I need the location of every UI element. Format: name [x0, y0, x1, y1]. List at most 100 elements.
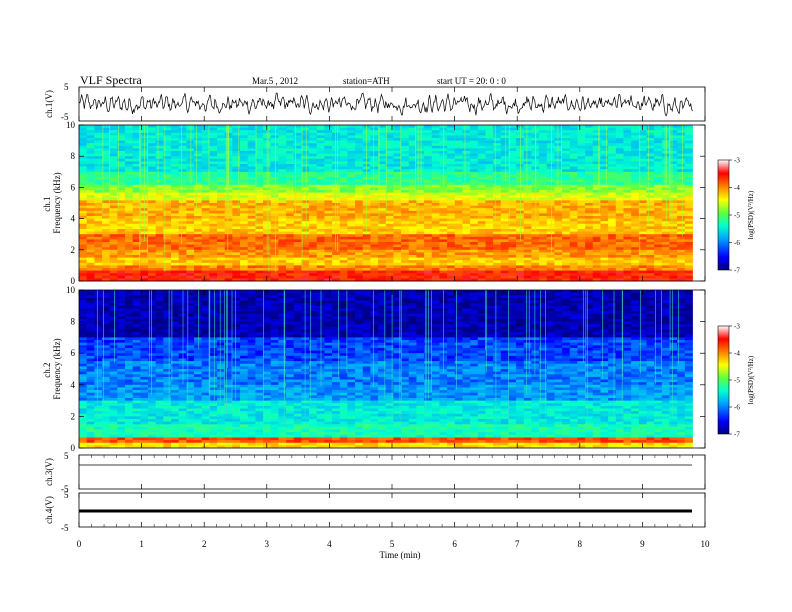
spectrogram-cell — [201, 218, 210, 222]
spectrogram-cell — [439, 223, 448, 227]
spectrogram-cell — [125, 205, 134, 209]
spectrogram-cell — [201, 182, 210, 186]
spectrogram-cell — [148, 171, 157, 175]
spectrogram-cell — [577, 236, 586, 240]
spectrogram-cell — [654, 260, 663, 264]
spectrogram-cell — [117, 208, 126, 212]
spectrogram-cell — [554, 239, 563, 243]
spectrogram-cell — [309, 234, 318, 238]
spectrogram-cell — [615, 218, 624, 222]
spectrogram-cell — [523, 265, 532, 269]
spectrogram-cell — [546, 174, 555, 178]
spectrogram-cell — [293, 200, 302, 204]
spectrogram-cell — [201, 153, 210, 157]
spectrogram-cell — [209, 252, 218, 256]
spectrogram-cell — [454, 195, 463, 199]
spectrogram-cell — [309, 203, 318, 206]
spectrogram-cell — [347, 169, 356, 173]
spectrogram-cell — [554, 252, 563, 256]
spectrogram-cell — [546, 226, 555, 230]
spectrogram-cell — [132, 182, 141, 186]
spectrogram-cell — [416, 127, 425, 131]
spectrogram-cell — [631, 143, 640, 147]
spectrogram-cell — [209, 290, 218, 294]
spectrogram-cell — [163, 130, 172, 134]
spectrogram-cell — [224, 249, 233, 253]
spectrogram-cell — [163, 270, 172, 274]
spectrogram-cell — [424, 244, 433, 248]
spectrogram-cell — [102, 187, 111, 191]
spectrogram-cell — [516, 190, 525, 193]
spectrogram-cell — [600, 216, 609, 219]
spectrogram-cell — [232, 135, 241, 139]
spectrogram-cell — [102, 278, 111, 282]
spectrogram-cell — [362, 273, 371, 277]
spectrogram-cell — [132, 257, 141, 261]
spectrogram-cell — [523, 169, 532, 173]
spectrogram-cell — [393, 205, 402, 209]
spectrogram-cell — [178, 127, 187, 131]
spectrogram-cell — [385, 182, 394, 186]
spectrogram-cell — [117, 278, 126, 282]
spectrogram-cell — [447, 221, 456, 225]
spectrogram-cell — [592, 239, 601, 243]
spectrogram-cell — [194, 200, 203, 204]
spectrogram-cell — [224, 244, 233, 248]
spectrogram-cell — [523, 164, 532, 167]
spectrogram-cell — [232, 234, 241, 238]
spectrogram-cell — [370, 239, 379, 243]
spectrogram-cell — [240, 148, 249, 152]
spectrogram-cell — [523, 223, 532, 227]
spectrogram-cell — [109, 127, 118, 131]
spectrogram-cell — [577, 143, 586, 147]
spectrogram-cell — [278, 229, 287, 232]
spectrogram-cell — [577, 218, 586, 222]
spectrogram-cell — [516, 132, 525, 136]
spectrogram-cell — [140, 268, 149, 271]
spectrogram-cell — [378, 192, 387, 196]
spectrogram-cell — [669, 221, 678, 225]
spectrogram-cell — [631, 197, 640, 201]
spectrogram-cell — [347, 197, 356, 201]
spectrogram-cell — [125, 218, 134, 222]
spectrogram-cell — [393, 244, 402, 248]
spectrogram-cell — [370, 223, 379, 227]
spectrogram-cell — [270, 273, 279, 277]
spectrogram-cell — [270, 190, 279, 193]
spectrogram-cell — [155, 135, 164, 139]
spectrogram-cell — [577, 247, 586, 251]
spectrogram-cell — [477, 200, 486, 204]
spectrogram-cell — [117, 226, 126, 230]
spectrogram-cell — [631, 218, 640, 222]
spectrogram-cell — [431, 229, 440, 232]
spectrogram-cell — [194, 273, 203, 277]
spectrogram-cell — [677, 218, 686, 222]
spectrogram-cell — [370, 127, 379, 131]
spectrogram-cell — [401, 135, 410, 139]
spectrogram-cell — [447, 278, 456, 282]
spectrogram-cell — [270, 236, 279, 240]
spectrogram-cell — [194, 247, 203, 251]
spectrogram-cell — [171, 290, 180, 294]
spectrogram-cell — [562, 236, 571, 240]
spectrogram-cell — [117, 275, 126, 279]
spectrogram-cell — [615, 210, 624, 214]
spectrogram-cell — [171, 213, 180, 217]
spectrogram-cell — [523, 244, 532, 248]
spectrogram-cell — [416, 148, 425, 152]
spectrogram-cell — [293, 148, 302, 152]
spectrogram-cell — [186, 200, 195, 204]
spectrogram-cell — [485, 138, 494, 141]
spectrogram-cell — [569, 205, 578, 209]
spectrogram-cell — [240, 200, 249, 204]
spectrogram-cell — [523, 226, 532, 230]
spectrogram-cell — [562, 177, 571, 180]
spectrogram-cell — [324, 166, 333, 170]
spectrogram-cell — [431, 262, 440, 266]
spectrogram-cell — [148, 226, 157, 230]
spectrogram-cell — [454, 158, 463, 162]
spectrogram-cell — [171, 234, 180, 238]
spectrogram-cell — [217, 156, 226, 160]
spectrogram-cell — [600, 260, 609, 264]
spectrogram-cell — [378, 203, 387, 206]
